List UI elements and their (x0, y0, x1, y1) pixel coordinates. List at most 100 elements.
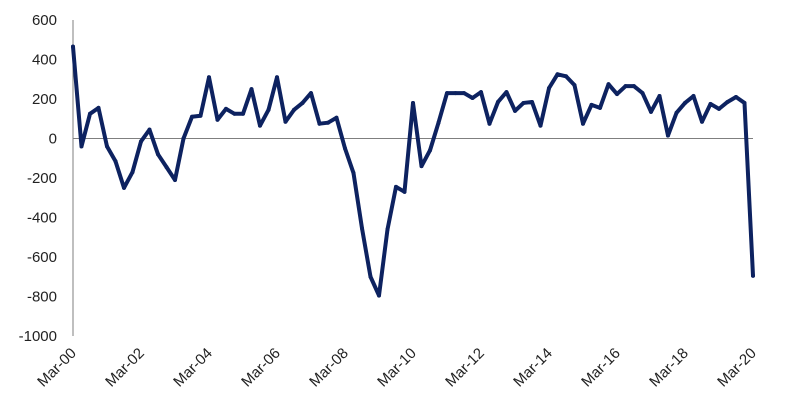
data-point (130, 170, 135, 175)
data-point (79, 144, 84, 149)
x-axis: Mar-00 Mar-02 Mar-04 Mar-06 Mar-08 Mar-10 Mar-… (34, 138, 760, 391)
data-point (555, 72, 560, 77)
data-point (589, 102, 594, 107)
data-point (139, 139, 143, 144)
data-point (385, 227, 390, 232)
data-point (283, 119, 288, 124)
data-point (71, 44, 75, 49)
data-point (598, 105, 602, 110)
data-point (725, 99, 730, 104)
data-point (351, 171, 356, 176)
data-point (674, 110, 679, 115)
y-tick-label: 200 (32, 91, 57, 108)
data-point (666, 133, 670, 138)
data-point (232, 111, 237, 116)
data-point (436, 120, 441, 125)
data-point (266, 107, 271, 112)
x-tick-label: Mar-20 (714, 345, 760, 391)
y-tick-label: 600 (32, 12, 57, 29)
data-point (513, 108, 517, 113)
data-point (181, 136, 186, 141)
x-tick-label: Mar-10 (374, 345, 420, 391)
data-point (572, 83, 577, 88)
x-tick-label: Mar-04 (170, 345, 216, 391)
data-point (105, 144, 109, 149)
data-point (292, 107, 296, 112)
data-point (487, 121, 492, 126)
data-point (751, 273, 755, 278)
data-point (521, 100, 526, 105)
data-point (317, 121, 322, 126)
data-point (394, 184, 398, 189)
y-tick-label: -600 (27, 249, 57, 266)
data-point (249, 87, 254, 92)
data-point (453, 91, 458, 96)
data-point (326, 120, 330, 125)
data-point (258, 123, 262, 128)
data-point (343, 146, 347, 151)
data-point (564, 74, 568, 79)
data-point (402, 189, 407, 194)
series-line (71, 44, 755, 298)
data-point (275, 75, 279, 80)
data-point (156, 152, 160, 157)
data-point (691, 94, 696, 99)
data-point (538, 123, 543, 128)
data-point (581, 121, 585, 126)
data-point (504, 90, 509, 95)
data-point (615, 92, 619, 97)
data-point (462, 91, 466, 96)
data-point (207, 75, 211, 80)
data-point (419, 164, 424, 169)
data-point (547, 86, 551, 91)
data-point (147, 127, 152, 132)
x-tick-label: Mar-12 (442, 345, 488, 391)
y-tick-label: 0 (49, 131, 57, 148)
data-point (717, 106, 721, 111)
data-point (113, 159, 118, 164)
data-point (623, 84, 628, 89)
data-point (164, 165, 169, 170)
x-tick-label: Mar-00 (34, 345, 80, 391)
x-tick-label: Mar-14 (510, 345, 556, 391)
x-tick-label: Mar-06 (238, 345, 284, 391)
x-tick-label: Mar-02 (102, 345, 148, 391)
data-point (309, 91, 313, 96)
data-point (368, 274, 373, 279)
data-point (649, 109, 653, 114)
data-point (377, 293, 381, 298)
data-point (708, 101, 713, 106)
x-tick-label: Mar-16 (578, 345, 624, 391)
data-point (122, 185, 126, 190)
y-tick-label: -1000 (19, 328, 57, 345)
x-tick-label: Mar-18 (646, 345, 692, 391)
data-point (173, 177, 177, 182)
data-point (734, 95, 738, 100)
data-point (96, 105, 101, 110)
data-point (224, 106, 228, 111)
data-point (215, 117, 220, 122)
y-tick-label: -200 (27, 170, 57, 187)
data-point (683, 100, 687, 105)
data-point (300, 100, 305, 105)
data-point (428, 148, 432, 153)
data-point (640, 91, 645, 96)
data-point (657, 94, 662, 99)
y-tick-label: -800 (27, 289, 57, 306)
y-tick-label: 400 (32, 52, 57, 69)
data-point (190, 114, 194, 119)
data-point (606, 82, 611, 87)
data-point (445, 91, 449, 96)
data-point (530, 99, 534, 104)
data-point (241, 111, 245, 116)
data-point (700, 119, 704, 124)
data-point (632, 84, 636, 89)
data-point (479, 90, 483, 95)
data-point (742, 100, 747, 105)
data-point (360, 226, 364, 231)
x-tick-label: Mar-08 (306, 345, 352, 391)
data-point (88, 111, 92, 116)
data-point (334, 115, 339, 120)
data-point (198, 113, 203, 118)
